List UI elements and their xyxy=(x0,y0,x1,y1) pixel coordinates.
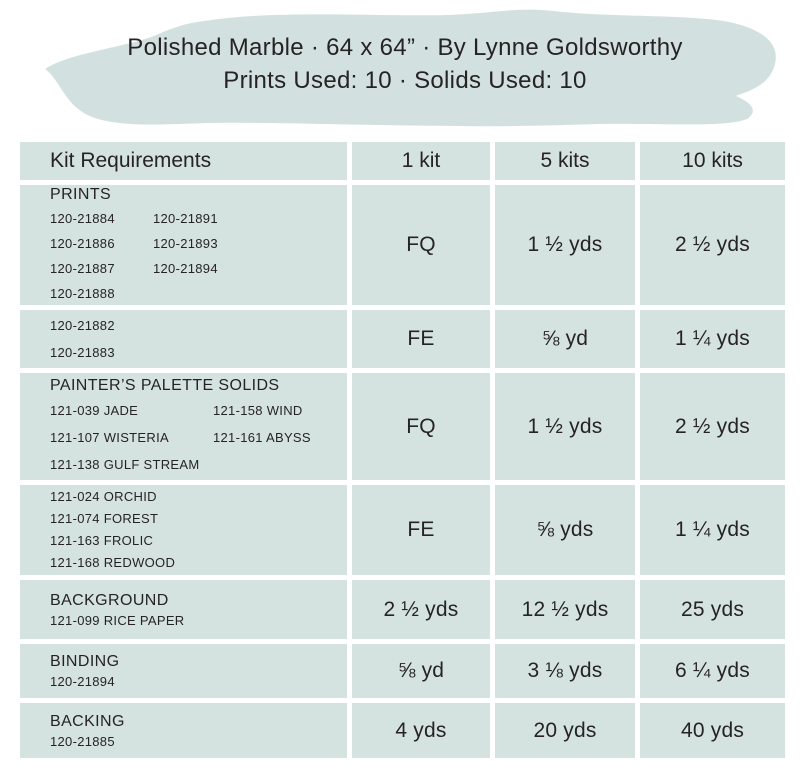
brush-swash-background xyxy=(45,9,776,127)
fabric-codes: 120-21894 xyxy=(50,673,347,691)
fabric-codes: 120-21885 xyxy=(50,733,347,751)
fabric-code: 121-161 ABYSS xyxy=(213,430,311,445)
yardage-5kits: ⅝ yds xyxy=(495,485,635,575)
yardage-10kits: 1 ¼ yds xyxy=(640,485,785,575)
yardage-10kits: 6 ¼ yds xyxy=(640,644,785,698)
yardage-1kit: ⅝ yd xyxy=(352,644,490,698)
column-header-kit-requirements: Kit Requirements xyxy=(20,142,347,180)
kit-requirements-table: Kit Requirements 1 kit 5 kits 10 kits PR… xyxy=(20,142,785,758)
fabric-code: 121-039 JADE xyxy=(50,403,139,418)
pattern-subtitle: Prints Used: 10 · Solids Used: 10 xyxy=(223,67,587,94)
fabric-code: 121-158 WIND xyxy=(213,403,303,418)
fabric-code: 120-21891 xyxy=(153,211,218,226)
row-background-label: BACKGROUND 121-099 RICE PAPER xyxy=(20,580,347,639)
row-solids-label: PAINTER’S PALETTE SOLIDS 121-039 JADE 121… xyxy=(20,373,347,480)
group-heading: BACKGROUND xyxy=(50,591,169,609)
row-backing-label: BACKING 120-21885 xyxy=(20,703,347,758)
yardage-5kits: 1 ½ yds xyxy=(495,185,635,305)
yardage-1kit: 4 yds xyxy=(352,703,490,758)
fabric-code: 120-21894 xyxy=(153,261,218,276)
yardage-5kits: 12 ½ yds xyxy=(495,580,635,639)
fabric-code: 120-21882 xyxy=(50,318,115,333)
title-block: Polished Marble · 64 x 64” · By Lynne Go… xyxy=(60,0,750,128)
pattern-title: Polished Marble · 64 x 64” · By Lynne Go… xyxy=(127,34,683,61)
fabric-codes: 120-21882 120-21883 xyxy=(50,312,347,366)
fabric-code: 121-074 FOREST xyxy=(50,511,159,526)
group-heading: BACKING xyxy=(50,712,125,730)
yardage-5kits: 3 ⅛ yds xyxy=(495,644,635,698)
yardage-5kits: 1 ½ yds xyxy=(495,373,635,480)
fabric-codes: 121-099 RICE PAPER xyxy=(50,612,347,630)
column-header-1-kit: 1 kit xyxy=(352,142,490,180)
fabric-code: 120-21885 xyxy=(50,733,115,749)
column-header-10-kits: 10 kits xyxy=(640,142,785,180)
yardage-1kit: FQ xyxy=(352,373,490,480)
row-prints-fe-label: 120-21882 120-21883 xyxy=(20,310,347,368)
fabric-code: 120-21894 xyxy=(50,674,115,689)
row-solids-fe-label: 121-024 ORCHID 121-074 FOREST 121-163 FROL… xyxy=(20,485,347,575)
fabric-code: 120-21884 xyxy=(50,211,115,226)
yardage-10kits: 2 ½ yds xyxy=(640,373,785,480)
fabric-code: 120-21883 xyxy=(50,345,115,360)
yardage-10kits: 40 yds xyxy=(640,703,785,758)
fabric-codes: 121-024 ORCHID 121-074 FOREST 121-163 FROL… xyxy=(50,486,347,574)
yardage-10kits: 25 yds xyxy=(640,580,785,639)
yardage-5kits: ⅝ yd xyxy=(495,310,635,368)
group-heading: PAINTER’S PALETTE SOLIDS xyxy=(50,377,280,394)
fabric-code: 121-024 ORCHID xyxy=(50,489,157,504)
yardage-5kits: 20 yds xyxy=(495,703,635,758)
fabric-code: 120-21888 xyxy=(50,286,115,301)
fabric-codes: 121-039 JADE 121-107 WISTERIA 121-138 GULF… xyxy=(50,397,347,478)
fabric-code: 120-21893 xyxy=(153,236,218,251)
fabric-code: 121-163 FROLIC xyxy=(50,533,154,548)
fabric-code: 121-138 GULF STREAM xyxy=(50,457,200,472)
fabric-code: 121-168 REDWOOD xyxy=(50,555,176,570)
yardage-1kit: FE xyxy=(352,485,490,575)
yardage-10kits: 2 ½ yds xyxy=(640,185,785,305)
yardage-1kit: FQ xyxy=(352,185,490,305)
page-header: Polished Marble · 64 x 64” · By Lynne Go… xyxy=(0,0,800,136)
group-heading: PRINTS xyxy=(50,186,112,203)
yardage-10kits: 1 ¼ yds xyxy=(640,310,785,368)
fabric-code: 120-21886 xyxy=(50,236,115,251)
fabric-code: 120-21887 xyxy=(50,261,115,276)
row-prints-label: PRINTS 120-21884 120-21886 120-21887 120-21… xyxy=(20,185,347,305)
yardage-1kit: FE xyxy=(352,310,490,368)
yardage-1kit: 2 ½ yds xyxy=(352,580,490,639)
group-heading: BINDING xyxy=(50,653,120,670)
row-binding-label: BINDING 120-21894 xyxy=(20,644,347,698)
fabric-code: 121-099 RICE PAPER xyxy=(50,612,185,628)
fabric-codes: 120-21884 120-21886 120-21887 120-21888 120… xyxy=(50,206,347,306)
fabric-code: 121-107 WISTERIA xyxy=(50,430,169,445)
column-header-5-kits: 5 kits xyxy=(495,142,635,180)
